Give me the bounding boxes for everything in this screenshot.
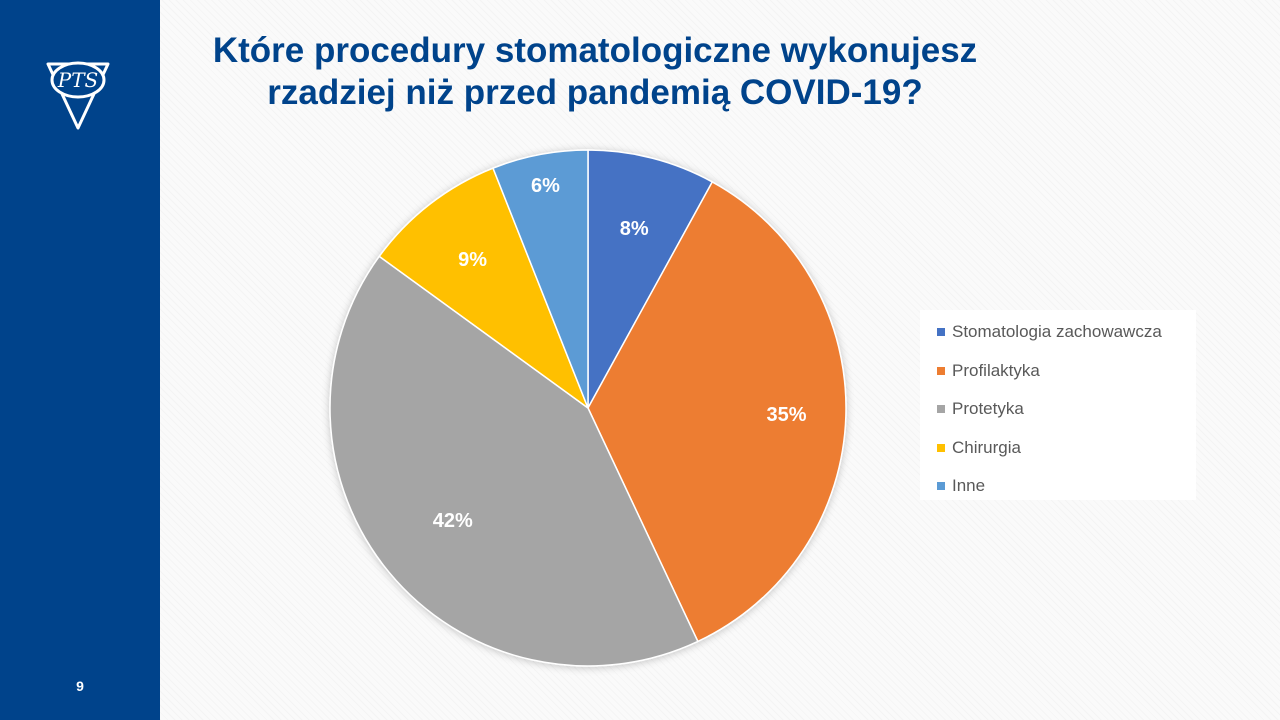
slide-title: Które procedury stomatologiczne wykonuje… (160, 30, 1030, 114)
chart-legend: Stomatologia zachowawcza Profilaktyka Prot… (920, 310, 1196, 500)
slice-label-5: 6% (531, 175, 560, 197)
title-line-2: rzadziej niż przed pandemią COVID-19? (267, 73, 923, 112)
legend-label: Profilaktyka (952, 360, 1040, 380)
legend-item: Chirurgia (937, 429, 1196, 468)
legend-swatch (937, 366, 945, 375)
legend-label: Stomatologia zachowawcza (952, 322, 1162, 342)
legend-label: Chirurgia (952, 437, 1021, 457)
slice-label-4: 9% (458, 249, 487, 271)
legend-item: Profilaktyka (937, 352, 1196, 391)
pie-slice-5 (492, 149, 589, 409)
pie-chart: 8% 35% 42% 9% 6% (329, 149, 847, 667)
legend-item: Inne (937, 467, 1196, 506)
pie-slice-2 (587, 180, 847, 643)
slice-label-3: 42% (433, 510, 473, 532)
sidebar: PTS 9 (0, 0, 160, 720)
legend-swatch (937, 443, 945, 452)
page-number: 9 (76, 678, 84, 694)
slice-label-1: 8% (620, 218, 649, 240)
legend-swatch (937, 328, 945, 337)
pie-slice-3 (329, 255, 699, 667)
pie-slice-1 (587, 149, 714, 409)
title-line-1: Które procedury stomatologiczne wykonuje… (212, 31, 978, 70)
slice-label-2: 35% (767, 404, 807, 426)
pts-logo: PTS (46, 61, 110, 130)
legend-label: Protetyka (952, 399, 1024, 419)
legend-label: Inne (952, 476, 986, 496)
logo-text: PTS (57, 68, 99, 92)
pie-slice-4 (378, 167, 590, 411)
legend-swatch (937, 482, 945, 491)
legend-swatch (937, 405, 945, 414)
legend-item: Stomatologia zachowawcza (937, 313, 1196, 352)
legend-item: Protetyka (937, 390, 1196, 429)
